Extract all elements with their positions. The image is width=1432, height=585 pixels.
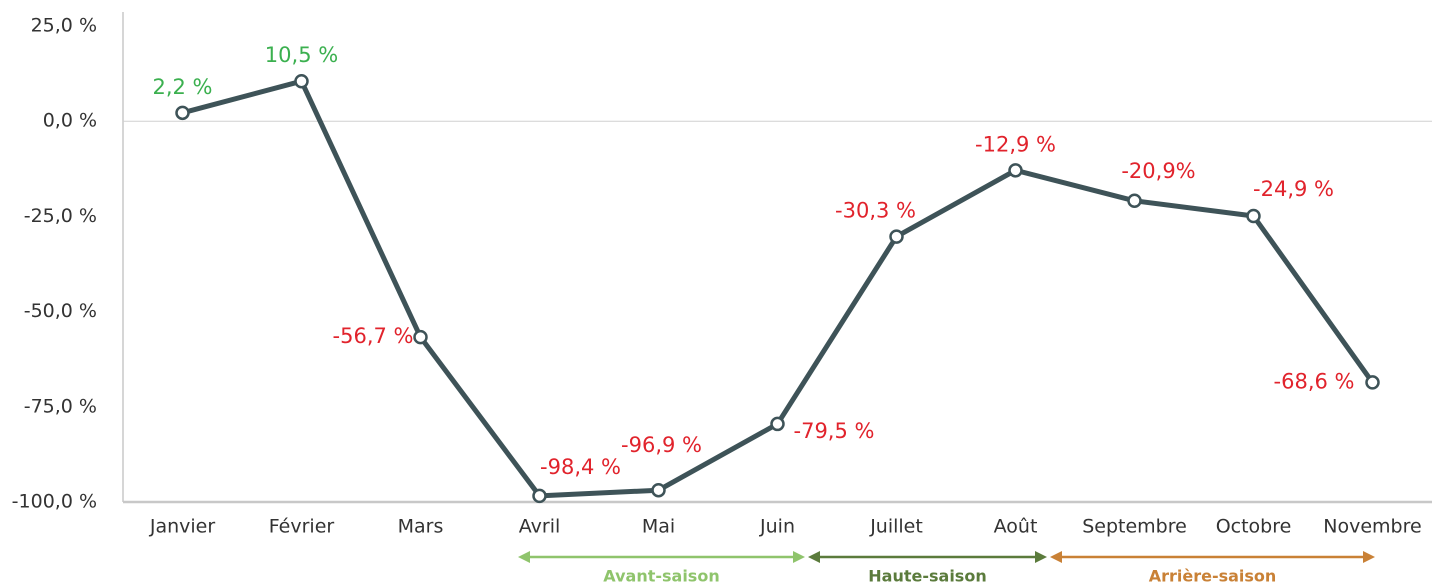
arrow-head [1050, 551, 1062, 563]
x-tick-label: Mars [398, 516, 444, 538]
data-label: -24,9 % [1253, 177, 1334, 201]
line [181, 78, 1375, 499]
marker [1246, 208, 1261, 224]
x-tick-label: Mai [642, 516, 675, 538]
x-tick-label: Octobre [1216, 516, 1292, 538]
data-label: -56,7 % [333, 324, 414, 348]
data-label: -20,9% [1121, 159, 1195, 183]
marker [532, 488, 547, 504]
marker [1365, 375, 1380, 390]
y-tick-label: 25,0 % [31, 15, 97, 37]
data-label: -96,9 % [621, 433, 702, 457]
data-label: 2,2 % [152, 75, 212, 99]
y-tick-label: -50,0 % [24, 300, 97, 322]
x-tick-label: Avril [519, 516, 561, 538]
arrow-head [1363, 551, 1375, 563]
x-tick-label: Septembre [1082, 516, 1187, 538]
x-tick-label: Août [994, 516, 1038, 538]
x-tick-label: Novembre [1323, 516, 1421, 538]
data-label: -30,3 % [835, 199, 916, 223]
season-label: Avant-saison [603, 567, 719, 585]
marker [413, 329, 428, 345]
marker [651, 482, 666, 498]
arrow-head [1035, 551, 1047, 563]
marker [294, 73, 309, 89]
data-label: 10,5 % [265, 43, 338, 67]
arrow-head [518, 551, 530, 563]
y-tick-label: 0,0 % [43, 110, 97, 132]
x-tick-label: Juin [759, 516, 795, 538]
season-label: Arrière-saison [1149, 567, 1277, 585]
marker [889, 229, 904, 244]
y-tick-label: -25,0 % [24, 205, 97, 227]
x-tick-label: Février [269, 516, 335, 538]
marker [1127, 193, 1142, 209]
x-tick-label: Janvier [149, 516, 216, 538]
marker [1008, 163, 1023, 178]
arrow-head [793, 551, 805, 563]
season-label: Haute-saison [868, 567, 986, 585]
data-label: -98,4 % [540, 455, 621, 479]
arrow-head [808, 551, 820, 563]
data-label: -12,9 % [975, 132, 1056, 156]
y-tick-label: -75,0 % [24, 395, 97, 417]
data-label: -79,5 % [794, 419, 875, 443]
data-label: -68,6 % [1274, 369, 1355, 393]
marker [175, 105, 190, 121]
x-tick-label: Juillet [869, 516, 923, 538]
y-tick-label: -100,0 % [12, 491, 97, 513]
marker [770, 416, 785, 432]
